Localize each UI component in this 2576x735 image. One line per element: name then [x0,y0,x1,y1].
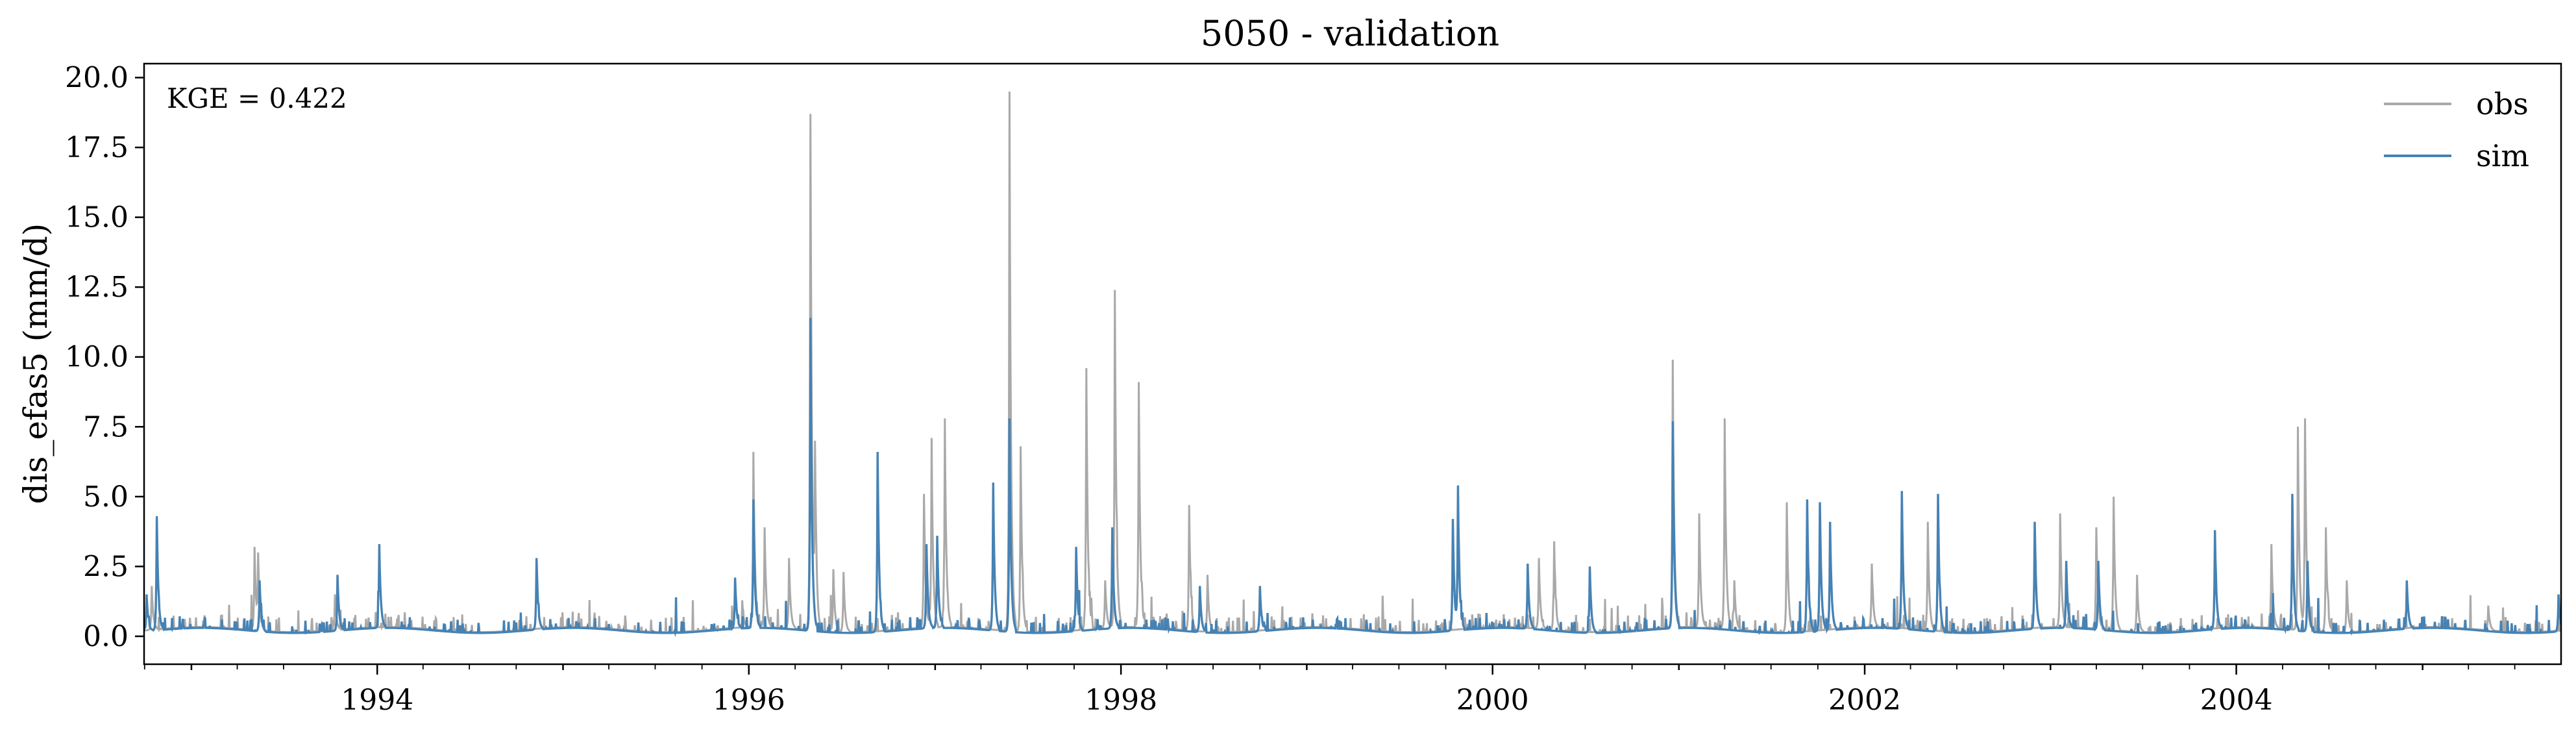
x-tick-label: 1998 [1085,684,1157,717]
y-tick-label: 7.5 [83,410,129,443]
plot-data [144,91,2561,638]
ylabel: dis_efas5 (mm/d) [17,223,55,505]
plot-frame [143,62,2562,666]
x-tick-label: 1996 [713,684,785,717]
legend-label-sim: sim [2476,138,2529,173]
chart-title: 5050 - validation [1201,13,1499,54]
kge-annotation: KGE = 0.422 [167,82,347,114]
y-axis: 0.0 2.5 5.0 7.5 10.0 12.5 15.0 17.5 20.0 [65,62,144,653]
legend: obs sim [2384,86,2529,173]
y-tick-label: 17.5 [65,131,129,164]
x-tick-label: 1994 [341,684,413,717]
y-tick-label: 15.0 [65,201,129,234]
y-tick-label: 0.0 [83,620,129,653]
series-line-sim [144,318,2561,638]
y-tick-label: 20.0 [65,62,129,95]
y-tick-label: 10.0 [65,341,129,374]
legend-label-obs: obs [2476,86,2529,121]
y-tick-label: 12.5 [65,271,129,304]
y-tick-label: 5.0 [83,480,129,514]
x-axis: 1994 1996 1998 2000 2002 2004 [143,664,2516,717]
x-tick-label: 2002 [1828,684,1901,717]
x-tick-label: 2000 [1456,684,1529,717]
x-tick-label: 2004 [2200,684,2273,717]
y-tick-label: 2.5 [83,550,129,583]
